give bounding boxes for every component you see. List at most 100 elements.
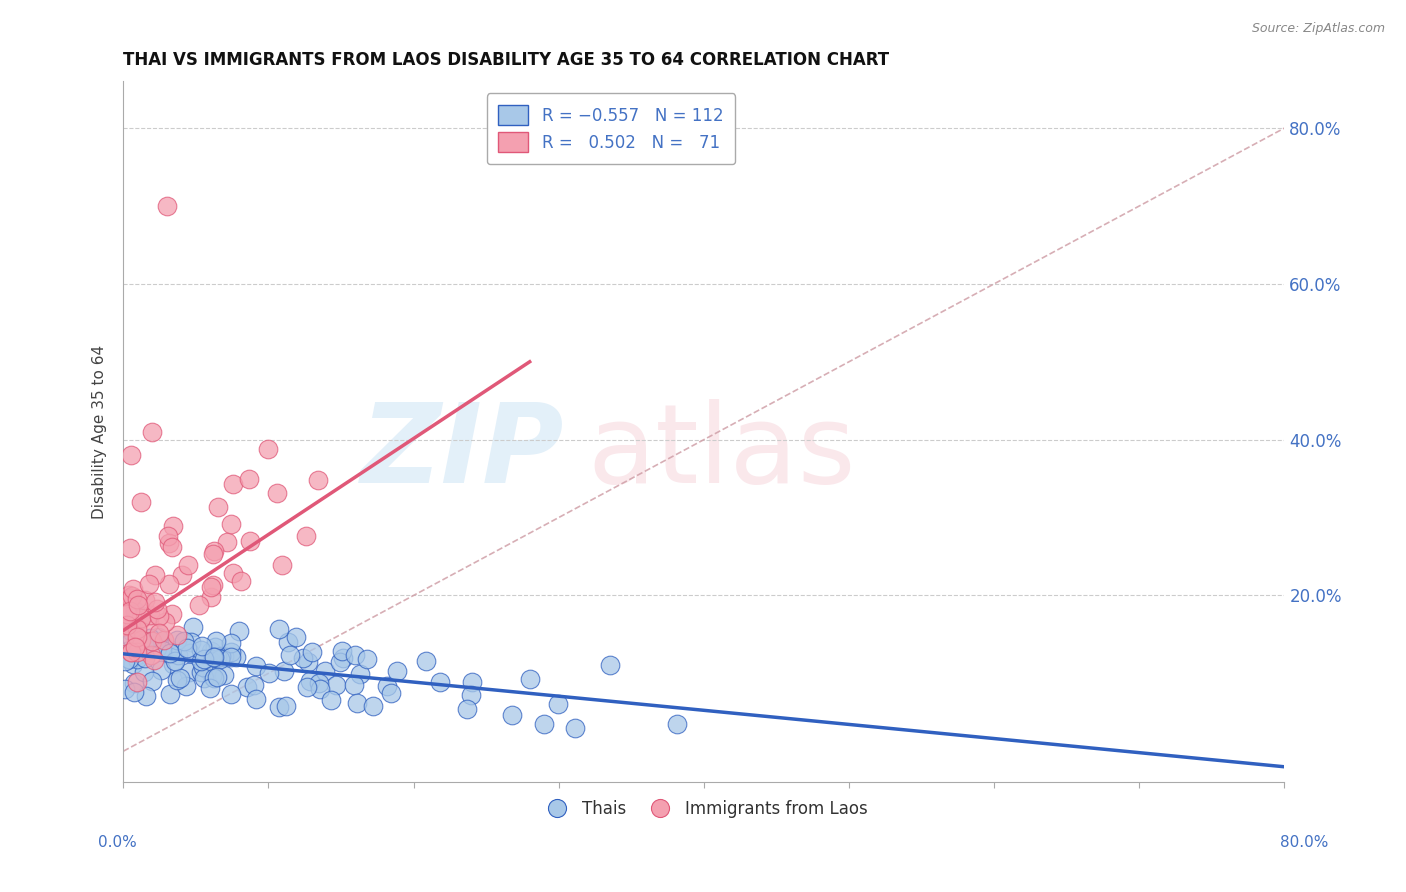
Point (157, 535, 180, 549)
Legend: Thais, Immigrants from Laos: Thais, Immigrants from Laos (534, 793, 875, 824)
Point (146, 630, 169, 644)
Point (291, 650, 314, 665)
Point (138, 631, 160, 645)
Point (415, 654, 437, 668)
Point (127, 675, 149, 690)
Point (114, 629, 136, 643)
Point (307, 473, 329, 487)
Point (157, 577, 180, 591)
Point (138, 577, 160, 591)
Point (121, 589, 143, 603)
Text: THAI VS IMMIGRANTS FROM LAOS DISABILITY AGE 35 TO 64 CORRELATION CHART: THAI VS IMMIGRANTS FROM LAOS DISABILITY … (124, 51, 890, 69)
Point (117, 607, 139, 621)
Text: atlas: atlas (588, 400, 856, 507)
Point (181, 620, 204, 634)
Point (228, 624, 250, 638)
Point (166, 628, 188, 642)
Point (267, 699, 290, 714)
Point (132, 637, 155, 651)
Point (191, 639, 214, 653)
Point (242, 677, 264, 691)
Point (245, 692, 267, 706)
Point (159, 687, 181, 701)
Point (180, 634, 202, 648)
Point (219, 517, 242, 532)
Point (152, 632, 174, 647)
Point (380, 686, 402, 700)
Point (148, 626, 170, 640)
Text: 80.0%: 80.0% (1281, 836, 1329, 850)
Point (429, 675, 451, 690)
Text: 0.0%: 0.0% (98, 836, 138, 850)
Text: ZIP: ZIP (361, 400, 565, 507)
Point (117, 618, 139, 632)
Point (139, 648, 162, 662)
Point (599, 657, 621, 672)
Point (148, 609, 170, 624)
Point (285, 630, 308, 644)
Point (461, 674, 484, 689)
Point (141, 673, 163, 688)
Point (120, 645, 142, 659)
Point (169, 671, 191, 685)
Point (121, 632, 143, 646)
Point (460, 688, 482, 702)
Point (129, 633, 152, 648)
Point (120, 448, 142, 462)
Point (325, 677, 347, 691)
Point (356, 652, 378, 666)
Point (193, 652, 215, 666)
Point (207, 650, 229, 665)
Point (114, 654, 136, 668)
Point (131, 494, 153, 508)
Point (204, 640, 226, 655)
Point (346, 696, 368, 710)
Point (195, 662, 218, 676)
Point (179, 665, 201, 680)
Point (135, 689, 157, 703)
Point (118, 588, 141, 602)
Point (165, 654, 187, 668)
Point (166, 673, 188, 687)
Point (314, 664, 336, 678)
Point (120, 624, 142, 639)
Point (166, 632, 188, 647)
Point (176, 640, 198, 655)
Point (201, 649, 224, 664)
Point (125, 631, 148, 645)
Point (143, 567, 166, 582)
Point (257, 442, 280, 457)
Point (239, 534, 262, 549)
Point (160, 540, 183, 554)
Point (377, 680, 399, 694)
Point (122, 657, 145, 671)
Point (114, 681, 136, 696)
Point (173, 634, 195, 648)
Point (150, 642, 173, 657)
Point (143, 594, 166, 608)
Point (273, 664, 295, 678)
Point (124, 604, 146, 618)
Point (547, 698, 569, 712)
Point (215, 534, 238, 549)
Point (456, 702, 478, 716)
Point (270, 558, 292, 572)
Point (229, 574, 252, 588)
Point (146, 602, 169, 616)
Point (156, 199, 179, 213)
Point (219, 649, 242, 664)
Point (127, 598, 149, 612)
Point (120, 541, 142, 555)
Point (202, 544, 225, 558)
Point (120, 645, 142, 659)
Point (330, 644, 353, 658)
Point (162, 519, 184, 533)
Point (122, 676, 145, 690)
Point (160, 607, 183, 622)
Point (295, 680, 318, 694)
Point (205, 671, 228, 685)
Point (209, 649, 232, 664)
Point (191, 660, 214, 674)
Point (201, 669, 224, 683)
Point (219, 636, 242, 650)
